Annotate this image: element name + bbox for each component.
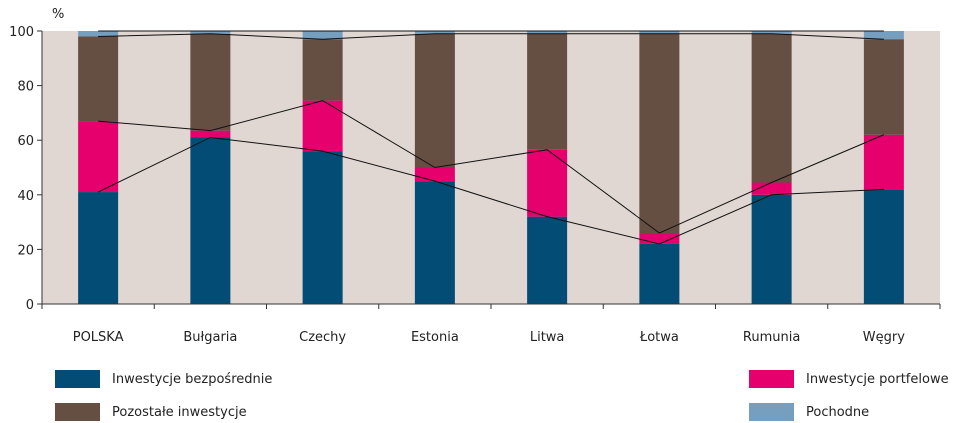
bar-segment	[415, 34, 455, 168]
legend-swatch	[749, 403, 794, 421]
y-tick-label: 40	[17, 189, 34, 204]
x-tick-label: Litwa	[530, 330, 565, 345]
bar-segment	[78, 192, 118, 304]
y-axis-ticks: 0 20 40 60 80 100	[9, 25, 42, 313]
bar-segment	[78, 36, 118, 121]
x-tick-label: Łotwa	[639, 330, 679, 345]
bar-segment	[190, 34, 230, 131]
bar-segment	[303, 101, 343, 152]
bar-segment	[303, 151, 343, 304]
y-tick-label: 0	[26, 298, 34, 313]
legend-item-inwestycje-bezposrednie: Inwestycje bezpośrednie	[55, 370, 272, 388]
y-tick-label: 20	[17, 243, 34, 258]
bar-segment	[78, 121, 118, 192]
bar-segment	[527, 217, 567, 304]
bar-segment	[190, 137, 230, 304]
bar-segment	[303, 31, 343, 39]
legend-label: Inwestycje portfelowe	[806, 372, 949, 387]
bar-segment	[864, 31, 904, 39]
bar-segment	[639, 34, 679, 233]
x-tick-label: Rumunia	[743, 330, 800, 345]
x-tick-label: Węgry	[863, 330, 905, 345]
x-tick-label: Bułgaria	[183, 330, 237, 345]
y-tick-label: 100	[9, 25, 34, 40]
x-tick-label: POLSKA	[73, 330, 124, 345]
y-axis-label: %	[52, 7, 64, 22]
legend-label: Pozostałe inwestycje	[112, 405, 247, 420]
legend-swatch	[55, 403, 100, 421]
bar-segment	[190, 131, 230, 138]
bar-segment	[864, 189, 904, 304]
bar-segment	[864, 39, 904, 135]
bar-segment	[415, 168, 455, 182]
bar-segment	[864, 135, 904, 190]
legend-label: Pochodne	[806, 405, 869, 420]
legend-item-pochodne: Pochodne	[749, 403, 869, 421]
bar-segment	[639, 244, 679, 304]
y-tick-label: 60	[17, 134, 34, 149]
bar-segment	[752, 195, 792, 304]
x-axis-ticks: POLSKA Bułgaria Czechy Estonia Litwa Łotwa Rum…	[42, 304, 940, 345]
legend-swatch	[749, 370, 794, 388]
legend-item-inwestycje-portfelowe: Inwestycje portfelowe	[749, 370, 949, 388]
bar-segment	[527, 34, 567, 150]
bar-segment	[752, 34, 792, 183]
plot-background	[42, 31, 940, 304]
legend-item-pozostale-inwestycje: Pozostałe inwestycje	[55, 403, 247, 421]
x-tick-label: Estonia	[411, 330, 459, 345]
bar-segment	[303, 39, 343, 100]
bar-segment	[415, 181, 455, 304]
y-tick-label: 80	[17, 80, 34, 95]
legend-swatch	[55, 370, 100, 388]
bar-segment	[639, 233, 679, 244]
legend-label: Inwestycje bezpośrednie	[112, 372, 272, 387]
x-tick-label: Czechy	[299, 330, 346, 345]
